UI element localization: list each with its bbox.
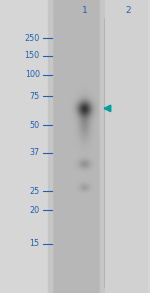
Bar [53,18,100,287]
Text: 1: 1 [82,6,88,15]
Text: 250: 250 [24,34,40,42]
Text: 20: 20 [30,206,40,214]
Text: 75: 75 [30,92,40,100]
Text: 2: 2 [125,6,131,15]
Text: 37: 37 [30,149,40,157]
Text: 50: 50 [30,121,40,130]
Bar [105,18,147,287]
Text: 15: 15 [30,239,40,248]
Bar [48,18,147,287]
Text: 25: 25 [30,187,40,195]
Text: 150: 150 [25,51,40,60]
Text: 100: 100 [25,70,40,79]
